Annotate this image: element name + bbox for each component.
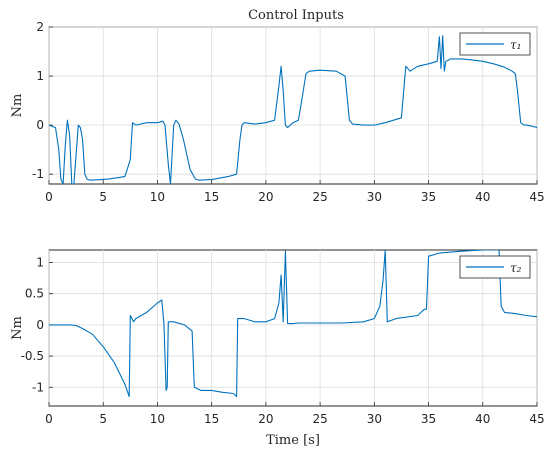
legend-label: τ₁ — [510, 38, 521, 52]
chart-title: Control Inputs — [248, 8, 344, 23]
series-line — [49, 35, 537, 184]
x-tick-label: 45 — [529, 412, 544, 426]
x-tick-label: 15 — [204, 190, 219, 204]
x-tick-label: 35 — [421, 190, 436, 204]
x-tick-label: 25 — [312, 412, 327, 426]
x-tick-label: 30 — [367, 190, 382, 204]
x-tick-label: 10 — [150, 190, 165, 204]
plot-tau2: 0 5 10 15 20 25 30 35 40 45 -1 -0.5 0 0.5 1 Nm τ₂ — [10, 249, 545, 426]
y-tick-label: -0.5 — [21, 349, 44, 363]
y-tick-label: 0.5 — [25, 287, 44, 301]
x-tick-label: 0 — [45, 412, 53, 426]
x-tick-label: 10 — [150, 412, 165, 426]
legend-label: τ₂ — [510, 261, 522, 275]
y-tick-label: -1 — [32, 380, 44, 394]
x-axis-label: Time [s] — [266, 433, 320, 448]
x-tick-label: 0 — [45, 190, 53, 204]
series-line — [49, 250, 537, 398]
y-tick-label: 0 — [36, 318, 44, 332]
x-tick-label: 5 — [99, 190, 107, 204]
x-tick-label: 40 — [475, 412, 490, 426]
x-tick-label: 20 — [258, 412, 273, 426]
y-axis-label: Nm — [10, 316, 25, 340]
x-tick-label: 25 — [312, 190, 327, 204]
y-axis-label: Nm — [10, 94, 25, 118]
y-tick-label: 2 — [36, 20, 44, 34]
x-tick-label: 15 — [204, 412, 219, 426]
y-tick-label: 0 — [36, 118, 44, 132]
y-tick-label: 1 — [36, 255, 44, 269]
x-tick-label: 20 — [258, 190, 273, 204]
x-tick-label: 35 — [421, 412, 436, 426]
x-tick-label: 45 — [529, 190, 544, 204]
x-tick-label: 40 — [475, 190, 490, 204]
y-tick-label: 1 — [36, 69, 44, 83]
x-tick-label: 30 — [367, 412, 382, 426]
y-tick-label: -1 — [32, 167, 44, 181]
x-tick-label: 5 — [99, 412, 107, 426]
